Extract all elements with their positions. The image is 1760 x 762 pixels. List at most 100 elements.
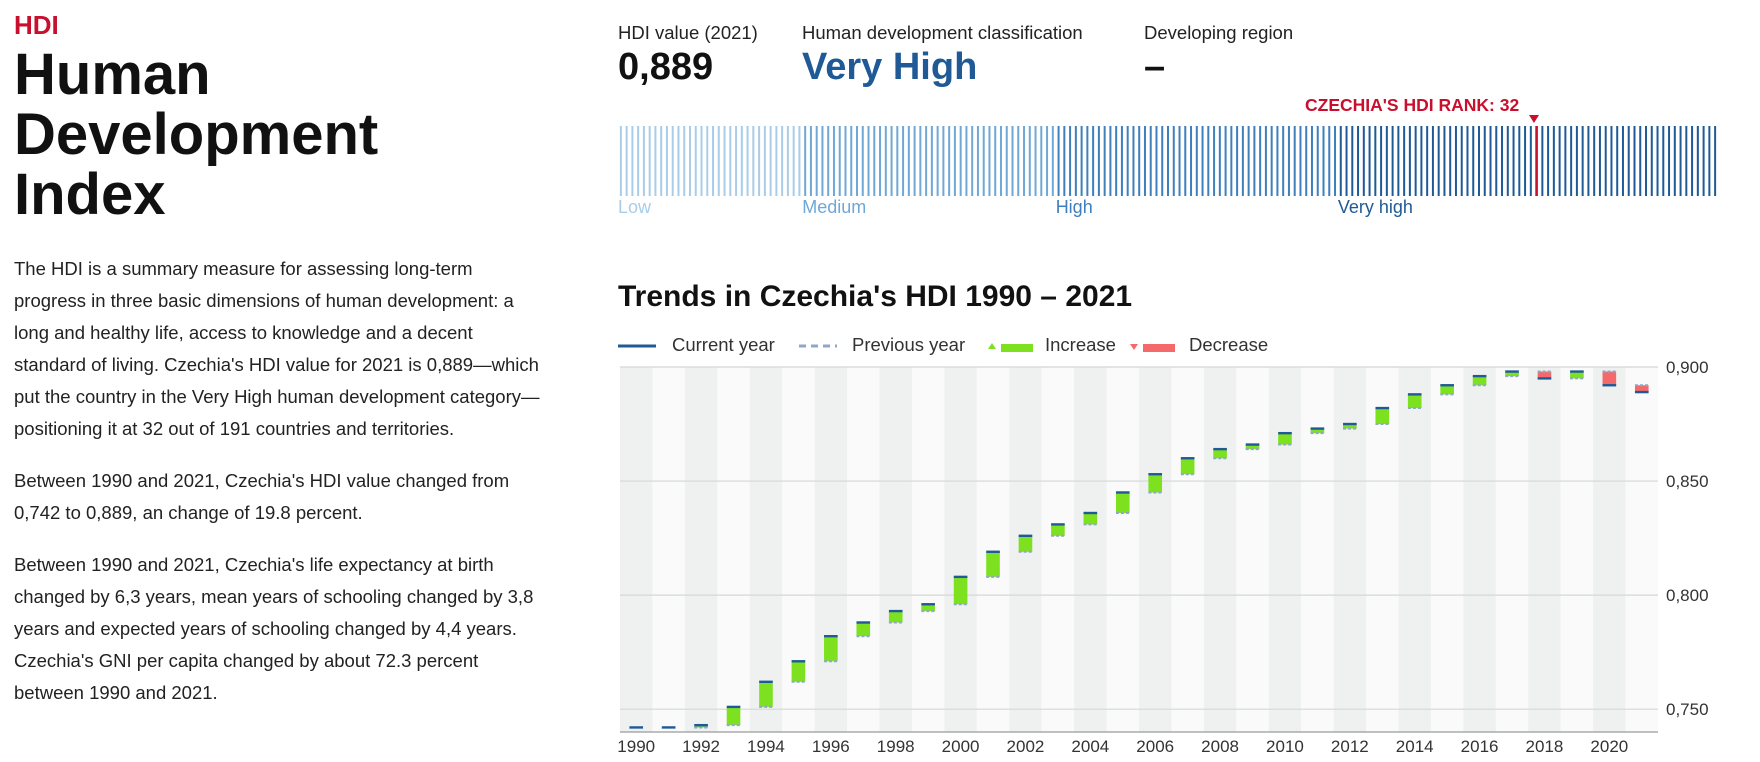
stat-developing-region: Developing region – (1144, 22, 1293, 89)
chart-column-band (1333, 367, 1367, 732)
hdi-rank-bar (619, 126, 1717, 196)
stat-label: Human development classification (802, 22, 1083, 43)
chart-column-band (1495, 367, 1529, 732)
chart-column-band (944, 367, 977, 732)
rank-marker-arrow (1529, 115, 1539, 123)
rank-category-label: Low (618, 197, 652, 217)
increase-swatch (988, 343, 1033, 352)
chart-column-band (1560, 367, 1594, 732)
x-tick-label: 1994 (747, 737, 785, 756)
legend-label: Current year (672, 334, 775, 355)
x-tick-label: 2016 (1461, 737, 1499, 756)
increase-bar (1375, 408, 1390, 425)
y-tick-label: 0,750 (1666, 700, 1709, 719)
x-tick-label: 2018 (1526, 737, 1564, 756)
y-tick-label: 0,900 (1666, 360, 1709, 377)
chart-column-band (1301, 367, 1334, 732)
chart-column-band (1430, 367, 1464, 732)
chart-column-band (1236, 367, 1269, 732)
increase-bar (1407, 394, 1422, 409)
increase-bar (759, 681, 773, 707)
chart-column-band (814, 367, 848, 732)
legend-increase: Increase (987, 334, 1116, 356)
intro-paragraph-3: Between 1990 and 2021, Czechia's life ex… (14, 554, 534, 703)
x-tick-label: 2020 (1590, 737, 1628, 756)
increase-bar (986, 551, 1000, 577)
chart-column-band (620, 367, 653, 732)
chart-column-band (1171, 367, 1204, 732)
increase-bar (1278, 433, 1292, 445)
increase-bar (824, 636, 838, 662)
chart-column-band (1593, 367, 1626, 732)
increase-bar (1472, 376, 1487, 386)
chart-column-band (749, 367, 783, 732)
x-tick-label: 2006 (1136, 737, 1174, 756)
rank-category-label: Very high (1337, 197, 1413, 217)
chart-column-band (976, 367, 1010, 732)
x-tick-label: 1992 (682, 737, 720, 756)
section-kicker: HDI (14, 10, 59, 40)
hdi-rank-label: CZECHIA'S HDI RANK: 32 (1305, 95, 1520, 115)
increase-bar (1083, 513, 1098, 525)
increase-bar (1310, 428, 1325, 434)
x-tick-label: 2004 (1071, 737, 1109, 756)
hdi-trend-chart: 0,750 0,800 0,850 0,900 1990 1992 1994 1996 1998… (617, 360, 1709, 756)
legend-label: Decrease (1189, 334, 1269, 355)
current-year-swatch (618, 344, 656, 348)
increase-bar (1018, 535, 1033, 552)
stat-value: 0,889 (618, 46, 714, 88)
stat-value: Very High (802, 46, 978, 88)
increase-bar (888, 611, 903, 623)
chart-column-band (717, 367, 750, 732)
legend-decrease: Decrease (1129, 334, 1268, 356)
x-tick-label: 1996 (812, 737, 850, 756)
rank-category-label: High (1055, 197, 1093, 217)
chart-column-band (879, 367, 912, 732)
chart-column-band (1398, 367, 1431, 732)
page-title: Human Development Index (14, 42, 379, 227)
rank-category-label: Medium (802, 197, 867, 217)
chart-column-band (1139, 367, 1172, 732)
increase-bar (1440, 385, 1454, 395)
stat-hdi-value: HDI value (2021) 0,889 (618, 22, 758, 89)
increase-bar (953, 576, 968, 605)
y-tick-label: 0,850 (1666, 472, 1709, 491)
chart-column-band (1074, 367, 1107, 732)
increase-bar (1180, 458, 1195, 475)
increase-bar (1570, 371, 1584, 379)
increase-bar (1051, 524, 1065, 536)
x-tick-label: 2014 (1396, 737, 1434, 756)
legend-label: Previous year (852, 334, 966, 355)
y-tick-label: 0,800 (1666, 586, 1709, 605)
intro-section: HDI Human Development Index The HDI is a… (14, 10, 544, 729)
decrease-swatch (1130, 344, 1175, 352)
chart-column-band (1528, 367, 1561, 732)
legend-current-year: Current year (618, 334, 775, 356)
chart-column-band (1041, 367, 1075, 732)
chart-column-band (1463, 367, 1496, 732)
chart-column-band (684, 367, 718, 732)
increase-bar (856, 622, 871, 637)
increase-bar (726, 706, 741, 726)
stat-label: Developing region (1144, 22, 1294, 43)
chart-column-band (1268, 367, 1302, 732)
increase-bar (1505, 371, 1519, 377)
x-tick-label: 1998 (877, 737, 915, 756)
x-tick-label: 2000 (942, 737, 980, 756)
increase-bar (1115, 492, 1130, 513)
chart-column-band (1203, 367, 1237, 732)
chart-column-band (652, 367, 685, 732)
increase-bar (1213, 449, 1227, 459)
x-tick-label: 2008 (1201, 737, 1239, 756)
stat-label: HDI value (2021) (618, 22, 758, 43)
chart-title: Trends in Czechia's HDI 1990 – 2021 (618, 280, 1133, 313)
increase-bar (1245, 444, 1260, 450)
previous-year-swatch (799, 344, 837, 348)
legend-label: Increase (1045, 334, 1116, 355)
x-tick-label: 1990 (617, 737, 655, 756)
intro-paragraph-1: The HDI is a summary measure for assessi… (14, 258, 540, 439)
intro-paragraph-2: Between 1990 and 2021, Czechia's HDI val… (14, 470, 510, 523)
chart-column-band (1366, 367, 1399, 732)
x-tick-label: 2012 (1331, 737, 1369, 756)
legend-previous-year: Previous year (799, 334, 965, 356)
